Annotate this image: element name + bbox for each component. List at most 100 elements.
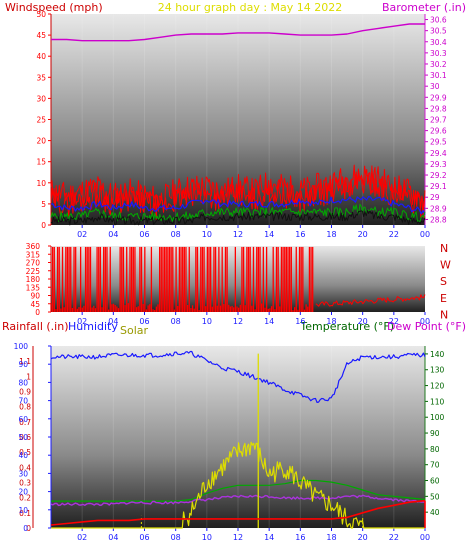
x-tick-label: 16 <box>295 533 305 542</box>
x-tick-label: 02 <box>77 230 87 239</box>
barometer-tick-label: 30.6 <box>430 16 447 25</box>
temperature-tick-label: 90 <box>430 429 440 438</box>
humidity-line <box>50 350 426 403</box>
rainfall-axis-title: Rainfall (.in) <box>2 320 69 333</box>
x-tick-label: 02 <box>77 533 87 542</box>
temperature-tick-label: 110 <box>430 397 445 406</box>
temperature-axis-title: Temperature (°F) <box>299 320 394 333</box>
chart-title: 24 hour graph day : May 14 2022 <box>158 1 343 14</box>
windspeed-tick-label: 25 <box>36 116 46 125</box>
panel-2-background <box>51 246 425 312</box>
barometer-tick-label: 29.9 <box>430 93 447 102</box>
x-tick-label: 10 <box>202 533 212 542</box>
wind-calm-line <box>50 210 426 226</box>
direction-after-line <box>315 294 426 307</box>
direction-tick-label: 180 <box>26 275 41 284</box>
humidity-tick-label: 0 <box>23 524 28 533</box>
temperature-tick-label: 130 <box>430 366 445 375</box>
x-tick-label: 08 <box>171 230 181 239</box>
solar-line <box>51 441 425 529</box>
barometer-tick-label: 30.1 <box>430 71 447 80</box>
x-tick-label: 20 <box>358 533 368 542</box>
barometer-tick-label: 29.8 <box>430 104 447 113</box>
temperature-line <box>51 479 426 502</box>
humidity-tick-label: 80 <box>18 378 28 387</box>
barometer-line <box>51 23 425 42</box>
temperature-tick-label: 80 <box>430 445 440 454</box>
temperature-tick-label: 50 <box>430 492 440 501</box>
x-tick-label: 14 <box>264 533 274 542</box>
barometer-tick-label: 29.1 <box>430 182 447 191</box>
rain-tick-label: 0.4 <box>19 463 31 472</box>
barometer-tick-label: 29.7 <box>430 116 447 125</box>
direction-label: N <box>440 308 448 321</box>
barometer-tick-label: 30.2 <box>430 60 447 69</box>
x-tick-label: 04 <box>108 230 118 239</box>
x-tick-label: 04 <box>108 317 118 326</box>
dewpoint-axis-title: Dew Point (°F) <box>387 320 466 333</box>
barometer-tick-label: 28.9 <box>430 204 447 213</box>
dewpoint-line <box>50 494 426 507</box>
windspeed-tick-label: 50 <box>36 10 46 19</box>
x-tick-label: 18 <box>326 230 336 239</box>
x-tick-label: 20 <box>358 230 368 239</box>
humidity-tick-label: 30 <box>18 469 28 478</box>
temperature-tick-label: 100 <box>430 413 445 422</box>
direction-tick-label: 315 <box>26 250 41 259</box>
rain-tick-label: 0.6 <box>19 433 31 442</box>
x-tick-label: 20 <box>358 317 368 326</box>
x-tick-label: 08 <box>171 533 181 542</box>
x-tick-label: 10 <box>202 317 212 326</box>
windspeed-tick-label: 20 <box>36 137 46 146</box>
humidity-tick-label: 40 <box>18 451 28 460</box>
rain-tick-label: 0.9 <box>19 388 31 397</box>
x-tick-label: 16 <box>295 230 305 239</box>
barometer-tick-label: 30.4 <box>430 38 447 47</box>
rain-tick-label: 0.3 <box>19 479 31 488</box>
x-tick-label: 06 <box>139 533 149 542</box>
x-tick-label: 02 <box>77 317 87 326</box>
direction-label: N <box>440 242 448 255</box>
rain-tick-label: 0.2 <box>19 494 31 503</box>
x-tick-label: 10 <box>202 230 212 239</box>
humidity-tick-label: 20 <box>18 488 28 497</box>
x-tick-label: 16 <box>295 317 305 326</box>
humidity-tick-label: 50 <box>18 433 28 442</box>
solar-label: Solar <box>120 324 149 337</box>
x-tick-label: 08 <box>171 317 181 326</box>
windspeed-tick-label: 5 <box>41 200 46 209</box>
x-tick-label: 22 <box>389 230 399 239</box>
panel-3-background <box>51 346 425 528</box>
windspeed-tick-label: 40 <box>36 52 46 61</box>
data-series <box>50 23 426 529</box>
windspeed-tick-label: 30 <box>36 94 46 103</box>
direction-tick-label: 270 <box>26 259 41 268</box>
x-tick-label: 12 <box>233 230 243 239</box>
humidity-tick-label: 10 <box>18 506 28 515</box>
direction-label: S <box>440 275 447 288</box>
rain-tick-label: 1.1 <box>19 357 31 366</box>
humidity-tick-label: 70 <box>18 397 28 406</box>
wind-average-line <box>51 195 426 215</box>
direction-tick-label: 360 <box>26 242 41 251</box>
windspeed-tick-label: 45 <box>36 31 46 40</box>
rain-tick-label: 0.8 <box>19 403 31 412</box>
barometer-tick-label: 29.2 <box>430 171 447 180</box>
x-tick-label: 22 <box>389 533 399 542</box>
rain-tick-label: 0.5 <box>19 448 31 457</box>
temperature-tick-label: 120 <box>430 382 445 391</box>
barometer-axis-title: Barometer (.in) <box>382 1 466 14</box>
barometer-tick-label: 29 <box>430 193 440 202</box>
x-tick-label: 12 <box>233 317 243 326</box>
x-tick-label: 14 <box>264 230 274 239</box>
barometer-tick-label: 30 <box>430 82 440 91</box>
barometer-tick-label: 29.6 <box>430 127 447 136</box>
temperature-tick-label: 60 <box>430 477 440 486</box>
direction-label: W <box>440 259 451 272</box>
x-tick-label: 00 <box>420 533 430 542</box>
direction-tick-label: 45 <box>30 300 40 309</box>
rainfall-line <box>50 499 426 526</box>
